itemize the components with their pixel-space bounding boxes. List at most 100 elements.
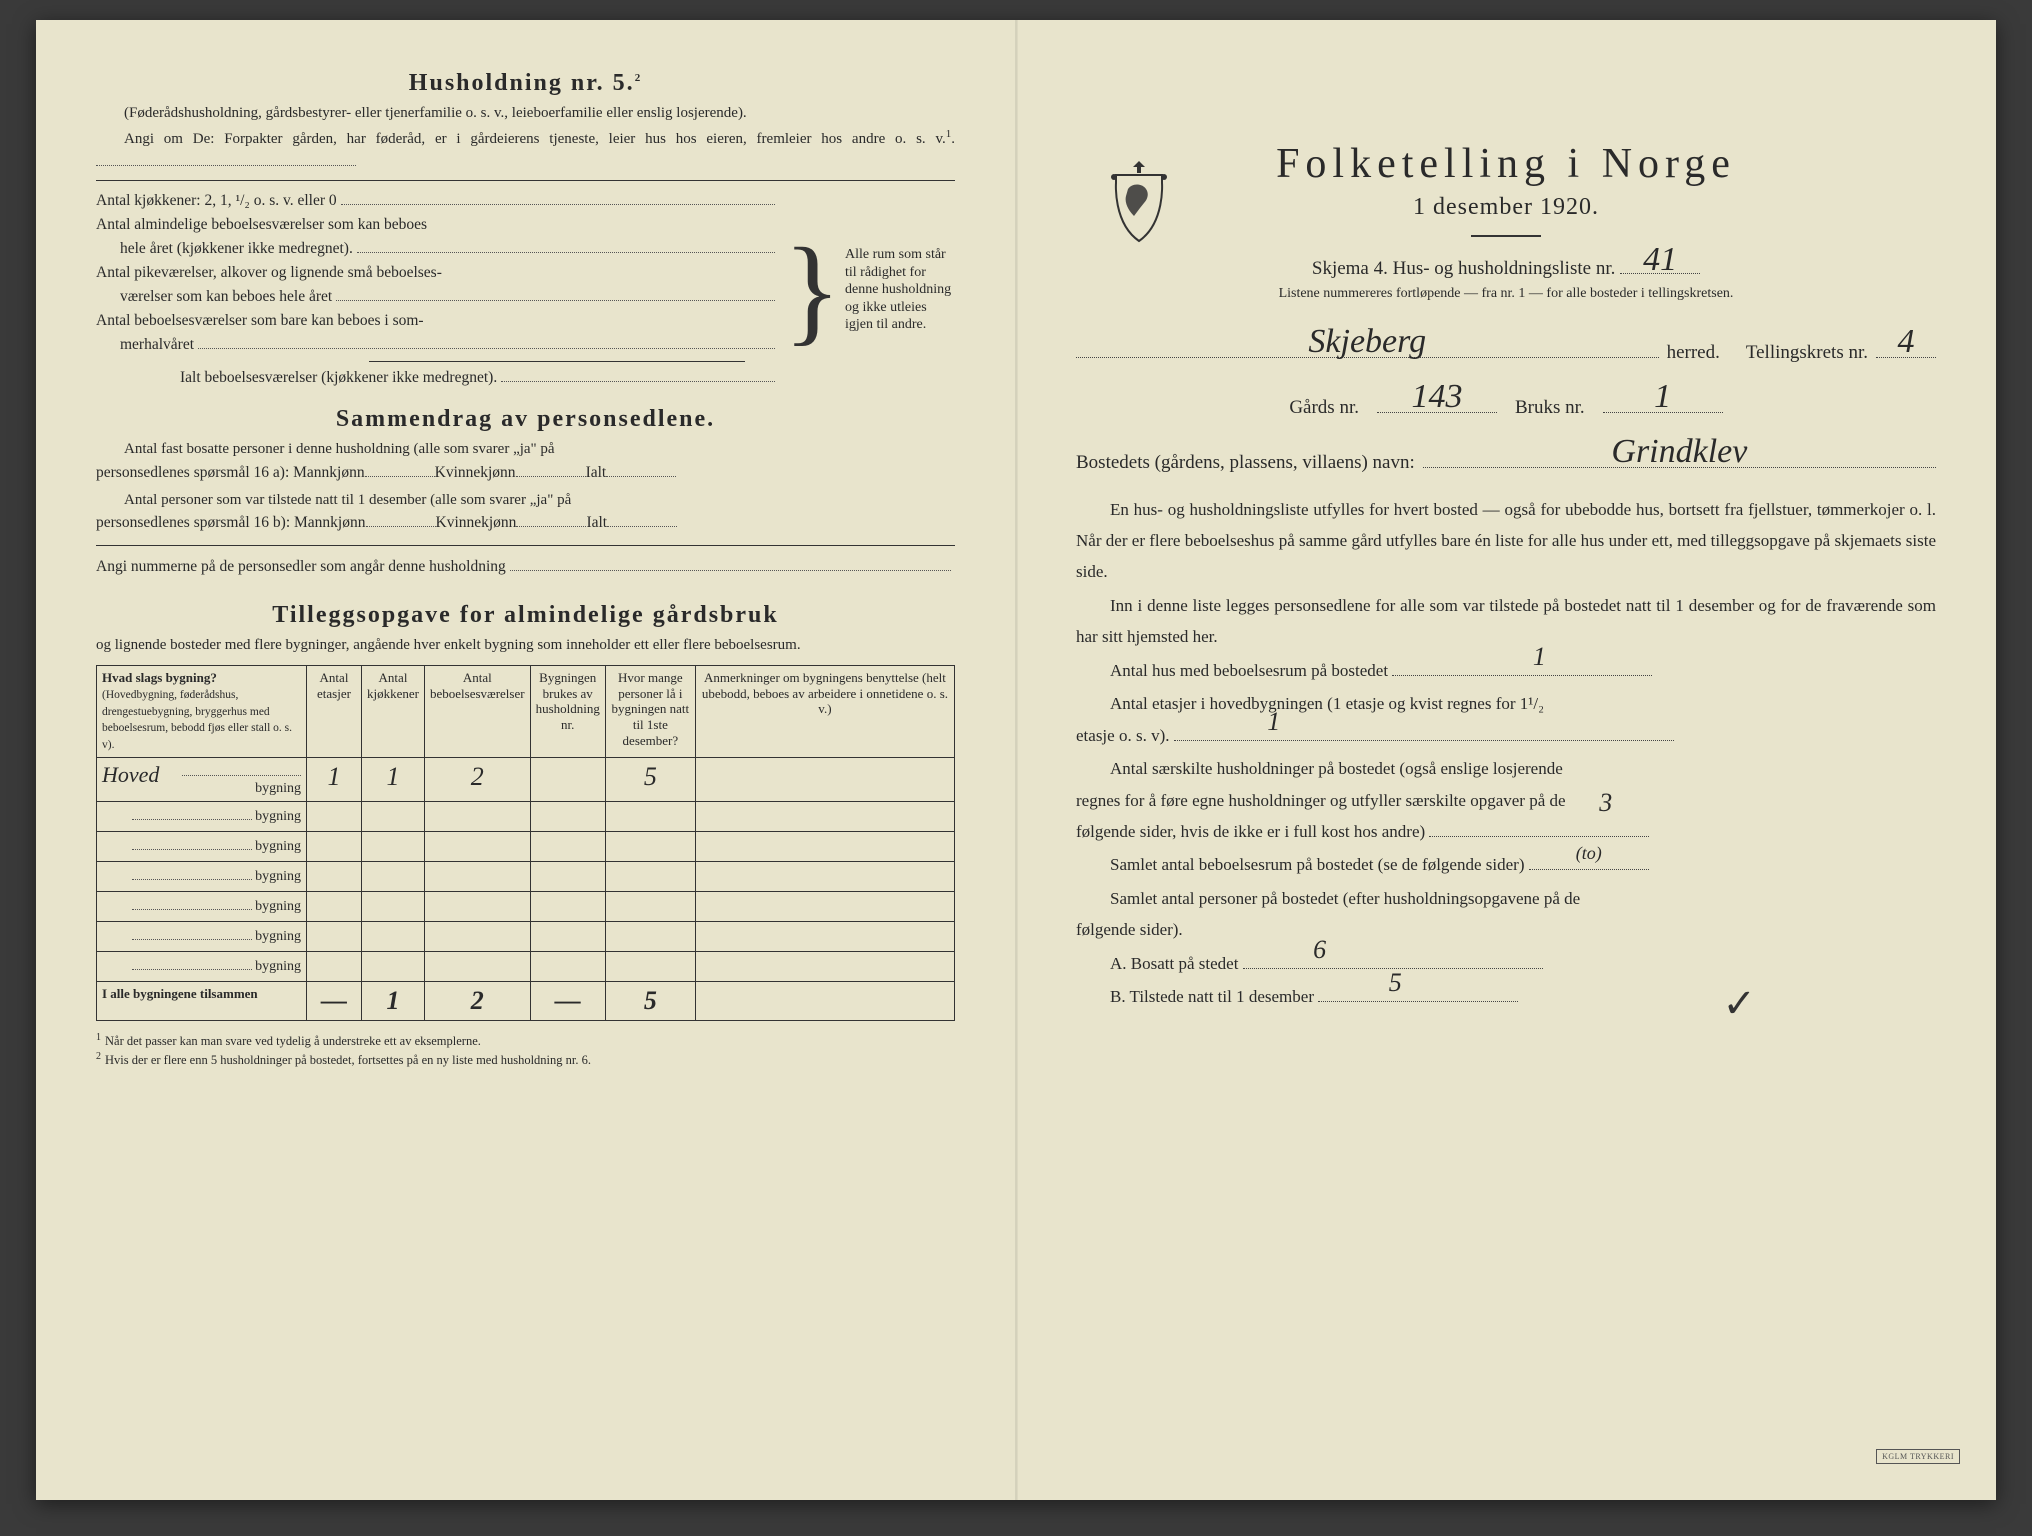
cell-vaerelser bbox=[424, 952, 530, 982]
cell-etasjer bbox=[307, 802, 362, 832]
q4-line: Samlet antal beboelsesrum på bostedet (s… bbox=[1076, 849, 1936, 880]
bruks-value: 1 bbox=[1654, 378, 1671, 416]
fill bbox=[198, 334, 775, 350]
fill bbox=[365, 460, 435, 477]
cell-anm bbox=[695, 922, 954, 952]
th-type: Hvad slags bygning? (Hovedbygning, føder… bbox=[97, 666, 307, 758]
fill bbox=[510, 555, 951, 571]
rooms-r4a: Antal beboelsesværelser som bare kan beb… bbox=[96, 309, 779, 333]
cell-vaerelser bbox=[424, 862, 530, 892]
rooms-r1-text: Antal kjøkkener: 2, 1, ¹/₂ o. s. v. elle… bbox=[96, 189, 337, 213]
q1-value: 1 bbox=[1499, 633, 1546, 681]
bosted-row: Bostedets (gårdens, plassens, villaens) … bbox=[1076, 441, 1936, 474]
coat-of-arms-icon bbox=[1104, 155, 1174, 250]
total-etasjer-val: — bbox=[321, 986, 347, 1015]
th-hushold: Bygningen brukes av husholdning nr. bbox=[530, 666, 605, 758]
table-row: bygning bbox=[97, 922, 955, 952]
cell-kjokken: 1 bbox=[362, 758, 425, 802]
qB-field: 5 bbox=[1318, 982, 1518, 1002]
cell-personer bbox=[605, 832, 695, 862]
subtitle: 1 desember 1920. bbox=[1076, 194, 1936, 221]
q1-label: Antal hus med beboelsesrum på bostedet bbox=[1110, 661, 1388, 680]
q4-label: Samlet antal beboelsesrum på bostedet (s… bbox=[1110, 855, 1524, 874]
rooms-subtotal-rule bbox=[369, 361, 745, 362]
footnote-1: 1Når det passer kan man svare ved tydeli… bbox=[96, 1031, 955, 1050]
th-etasjer: Antal etasjer bbox=[307, 666, 362, 758]
herred-value: Skjeberg bbox=[1308, 323, 1426, 361]
qB-value: 5 bbox=[1355, 959, 1402, 1007]
row-type-cell: bygning bbox=[97, 862, 307, 892]
bosted-value: Grindklev bbox=[1611, 433, 1747, 471]
rooms-r2a-text: Antal almindelige beboelsesværelser som … bbox=[96, 213, 427, 237]
total-personer: 5 bbox=[605, 982, 695, 1021]
summary-l1b-c: Ialt bbox=[586, 460, 607, 486]
fill bbox=[516, 460, 586, 477]
cell-etasjer bbox=[307, 892, 362, 922]
cell-anm bbox=[695, 862, 954, 892]
q5a-line: Samlet antal personer på bostedet (efter… bbox=[1076, 883, 1936, 914]
form-line: Skjema 4. Hus- og husholdningsliste nr. … bbox=[1076, 251, 1936, 280]
summary-l1b: personsedlenes spørsmål 16 a): Mannkjønn… bbox=[96, 460, 955, 486]
summary-l1: Antal fast bosatte personer i denne hush… bbox=[96, 439, 955, 459]
total-vaerelser: 2 bbox=[424, 982, 530, 1021]
krets-value: 4 bbox=[1898, 323, 1915, 361]
cell-kjokken bbox=[362, 922, 425, 952]
household-title-sup: 2 bbox=[635, 72, 643, 84]
bruks-field: 1 bbox=[1603, 386, 1723, 413]
fn1-num: 1 bbox=[96, 1032, 101, 1043]
q2-value: 1 bbox=[1267, 698, 1280, 746]
cell-personer: 5 bbox=[605, 758, 695, 802]
row-type-cell: bygning bbox=[97, 802, 307, 832]
table-header-row: Hvad slags bygning? (Hovedbygning, føder… bbox=[97, 666, 955, 758]
rooms-r3b: værelser som kan beboes hele året bbox=[96, 285, 779, 309]
cell-etasjer bbox=[307, 922, 362, 952]
qB-label: B. Tilstede natt til 1 desember bbox=[1110, 987, 1314, 1006]
cell-kjokken bbox=[362, 892, 425, 922]
q3a-line: Antal særskilte husholdninger på bostede… bbox=[1076, 753, 1936, 784]
household-title: Husholdning nr. 5.2 bbox=[96, 70, 955, 97]
total-label: I alle bygningene tilsammen bbox=[97, 982, 307, 1021]
q2-field: 1 bbox=[1174, 720, 1674, 740]
cell-vaerelser bbox=[424, 802, 530, 832]
fill bbox=[366, 510, 436, 527]
rooms-r3a-text: Antal pikeværelser, alkover og lignende … bbox=[96, 261, 442, 285]
para1: En hus- og husholdningsliste utfylles fo… bbox=[1076, 494, 1936, 588]
bosted-label: Bostedets (gårdens, plassens, villaens) … bbox=[1076, 452, 1415, 474]
total-vaerelser-val: 2 bbox=[471, 986, 484, 1015]
herred-label: herred. bbox=[1667, 342, 1720, 364]
total-etasjer: — bbox=[307, 982, 362, 1021]
fill bbox=[336, 286, 775, 302]
th-kjokken: Antal kjøkkener bbox=[362, 666, 425, 758]
printer-stamp: KGLM TRYKKERI bbox=[1876, 1449, 1960, 1464]
cell-vaerelser bbox=[424, 922, 530, 952]
list-nr-field: 41 bbox=[1620, 251, 1700, 274]
bruks-label: Bruks nr. bbox=[1515, 397, 1585, 419]
building-table-wrap: Hvad slags bygning? (Hovedbygning, føder… bbox=[96, 665, 955, 1021]
cell-personer bbox=[605, 862, 695, 892]
cell-hushold bbox=[530, 892, 605, 922]
q3c-label: følgende sider, hvis de ikke er i full k… bbox=[1076, 822, 1425, 841]
summary-l1b-b: Kvinnekjønn bbox=[435, 460, 516, 486]
cell-personer bbox=[605, 952, 695, 982]
rooms-r5: Ialt beboelsesværelser (kjøkkener ikke m… bbox=[96, 366, 779, 390]
footnote-2: 2Hvis der er flere enn 5 husholdninger p… bbox=[96, 1050, 955, 1069]
checkmark-icon: ✓ bbox=[1688, 967, 1756, 1041]
summary-title: Sammendrag av personsedlene. bbox=[96, 406, 955, 433]
qA-line: A. Bosatt på stedet 6 bbox=[1076, 948, 1936, 979]
cell-anm bbox=[695, 832, 954, 862]
q1-line: Antal hus med beboelsesrum på bostedet 1 bbox=[1076, 655, 1936, 686]
cell-vaerelser bbox=[424, 832, 530, 862]
th-anm: Anmerkninger om bygningens benyttelse (h… bbox=[695, 666, 954, 758]
household-instr-fill bbox=[96, 150, 356, 167]
table-row: bygning bbox=[97, 892, 955, 922]
cell-kjokken bbox=[362, 862, 425, 892]
cell-etasjer bbox=[307, 862, 362, 892]
document-spread: Husholdning nr. 5.2 (Føderådshusholdning… bbox=[36, 20, 1996, 1500]
right-header: Folketelling i Norge 1 desember 1920. Sk… bbox=[1076, 140, 1936, 302]
right-page: Folketelling i Norge 1 desember 1920. Sk… bbox=[1016, 20, 1996, 1500]
rooms-r4a-text: Antal beboelsesværelser som bare kan beb… bbox=[96, 309, 424, 333]
herred-field: Skjeberg bbox=[1076, 332, 1659, 359]
cell-personer bbox=[605, 922, 695, 952]
q3c-line: følgende sider, hvis de ikke er i full k… bbox=[1076, 816, 1936, 847]
divider bbox=[96, 180, 955, 181]
